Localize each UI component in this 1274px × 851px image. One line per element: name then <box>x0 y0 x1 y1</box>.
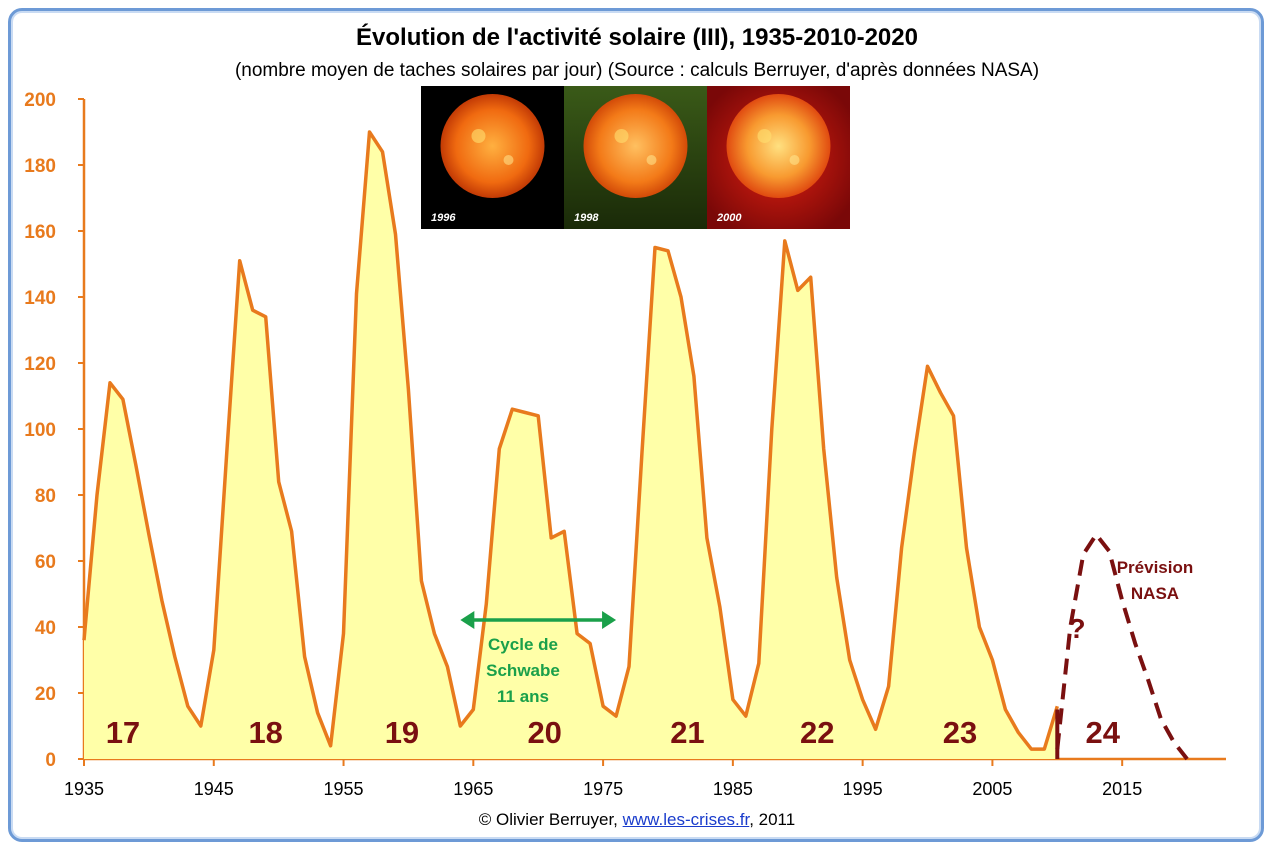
sun-image <box>440 94 545 198</box>
cycle-label: 22 <box>800 715 834 750</box>
sun-spot-highlight <box>471 129 486 143</box>
schwabe-arrow-right <box>602 611 617 629</box>
forecast-line <box>1055 532 1189 761</box>
sun-photos: 1996 1998 2000 <box>421 86 850 229</box>
schwabe-text-line: Schwabe <box>486 661 560 680</box>
schwabe-text-line: Cycle de <box>488 635 558 654</box>
y-tick-label: 60 <box>35 552 56 573</box>
y-tick-label: 140 <box>24 288 56 309</box>
y-tick-label: 120 <box>24 354 56 375</box>
sun-spot-highlight <box>757 129 772 143</box>
series-line <box>82 130 1059 751</box>
chart-title: Évolution de l'activité solaire (III), 1… <box>356 24 918 51</box>
cycle-label: 24 <box>1085 715 1120 750</box>
y-tick-label: 180 <box>24 156 56 177</box>
x-tick-label: 1975 <box>583 779 623 799</box>
x-tick-label: 1935 <box>64 779 104 799</box>
footer-credit: © Olivier Berruyer, www.les-crises.fr, 2… <box>0 810 1274 830</box>
x-tick-label: 1985 <box>713 779 753 799</box>
y-tick-label: 100 <box>24 420 56 441</box>
y-tick-label: 200 <box>24 90 56 111</box>
series-area <box>82 130 1189 761</box>
sun-image <box>726 94 831 198</box>
chart-labels: 17 18 19 20 21 22 23 24 Cycle de Schwabe 11 ans Pré… <box>106 558 1194 750</box>
cycle-label: 20 <box>527 715 561 750</box>
x-tick-label: 1995 <box>843 779 883 799</box>
series-fill <box>84 132 1058 759</box>
y-tick-label: 20 <box>35 684 56 705</box>
schwabe-text-line: 11 ans <box>497 687 549 706</box>
sun-spot-highlight <box>614 129 629 143</box>
y-tick-label: 0 <box>45 750 56 771</box>
y-tick-label: 80 <box>35 486 56 507</box>
y-tick-label: 40 <box>35 618 56 639</box>
x-tick-label: 1945 <box>194 779 234 799</box>
x-tick-label: 1955 <box>324 779 364 799</box>
cycle-label: 23 <box>943 715 977 750</box>
sun-spot-highlight <box>646 155 657 165</box>
photo-year-label: 1996 <box>431 212 456 224</box>
sun-image <box>583 94 688 198</box>
footer-link[interactable]: www.les-crises.fr <box>622 810 750 829</box>
photo-year-label: 1998 <box>574 212 599 224</box>
cycle-label: 17 <box>106 715 140 750</box>
forecast-question: ? <box>1068 613 1085 644</box>
y-tick-label: 160 <box>24 222 56 243</box>
x-tick-label: 2005 <box>972 779 1012 799</box>
sun-spot-highlight <box>503 155 514 165</box>
footer-suffix: , 2011 <box>749 810 796 829</box>
x-tick-label: 2015 <box>1102 779 1142 799</box>
cycle-label: 18 <box>248 715 282 750</box>
footer-prefix: © Olivier Berruyer, <box>478 810 623 829</box>
schwabe-arrow-left <box>460 611 475 629</box>
x-tick-label: 1965 <box>453 779 493 799</box>
forecast-text-line: Prévision <box>1117 558 1194 577</box>
cycle-label: 19 <box>385 715 419 750</box>
cycle-label: 21 <box>670 715 704 750</box>
forecast-text-line: NASA <box>1131 584 1179 603</box>
chart-subtitle: (nombre moyen de taches solaires par jou… <box>234 60 1040 81</box>
sun-spot-highlight <box>789 155 800 165</box>
photo-year-label: 2000 <box>716 212 742 224</box>
